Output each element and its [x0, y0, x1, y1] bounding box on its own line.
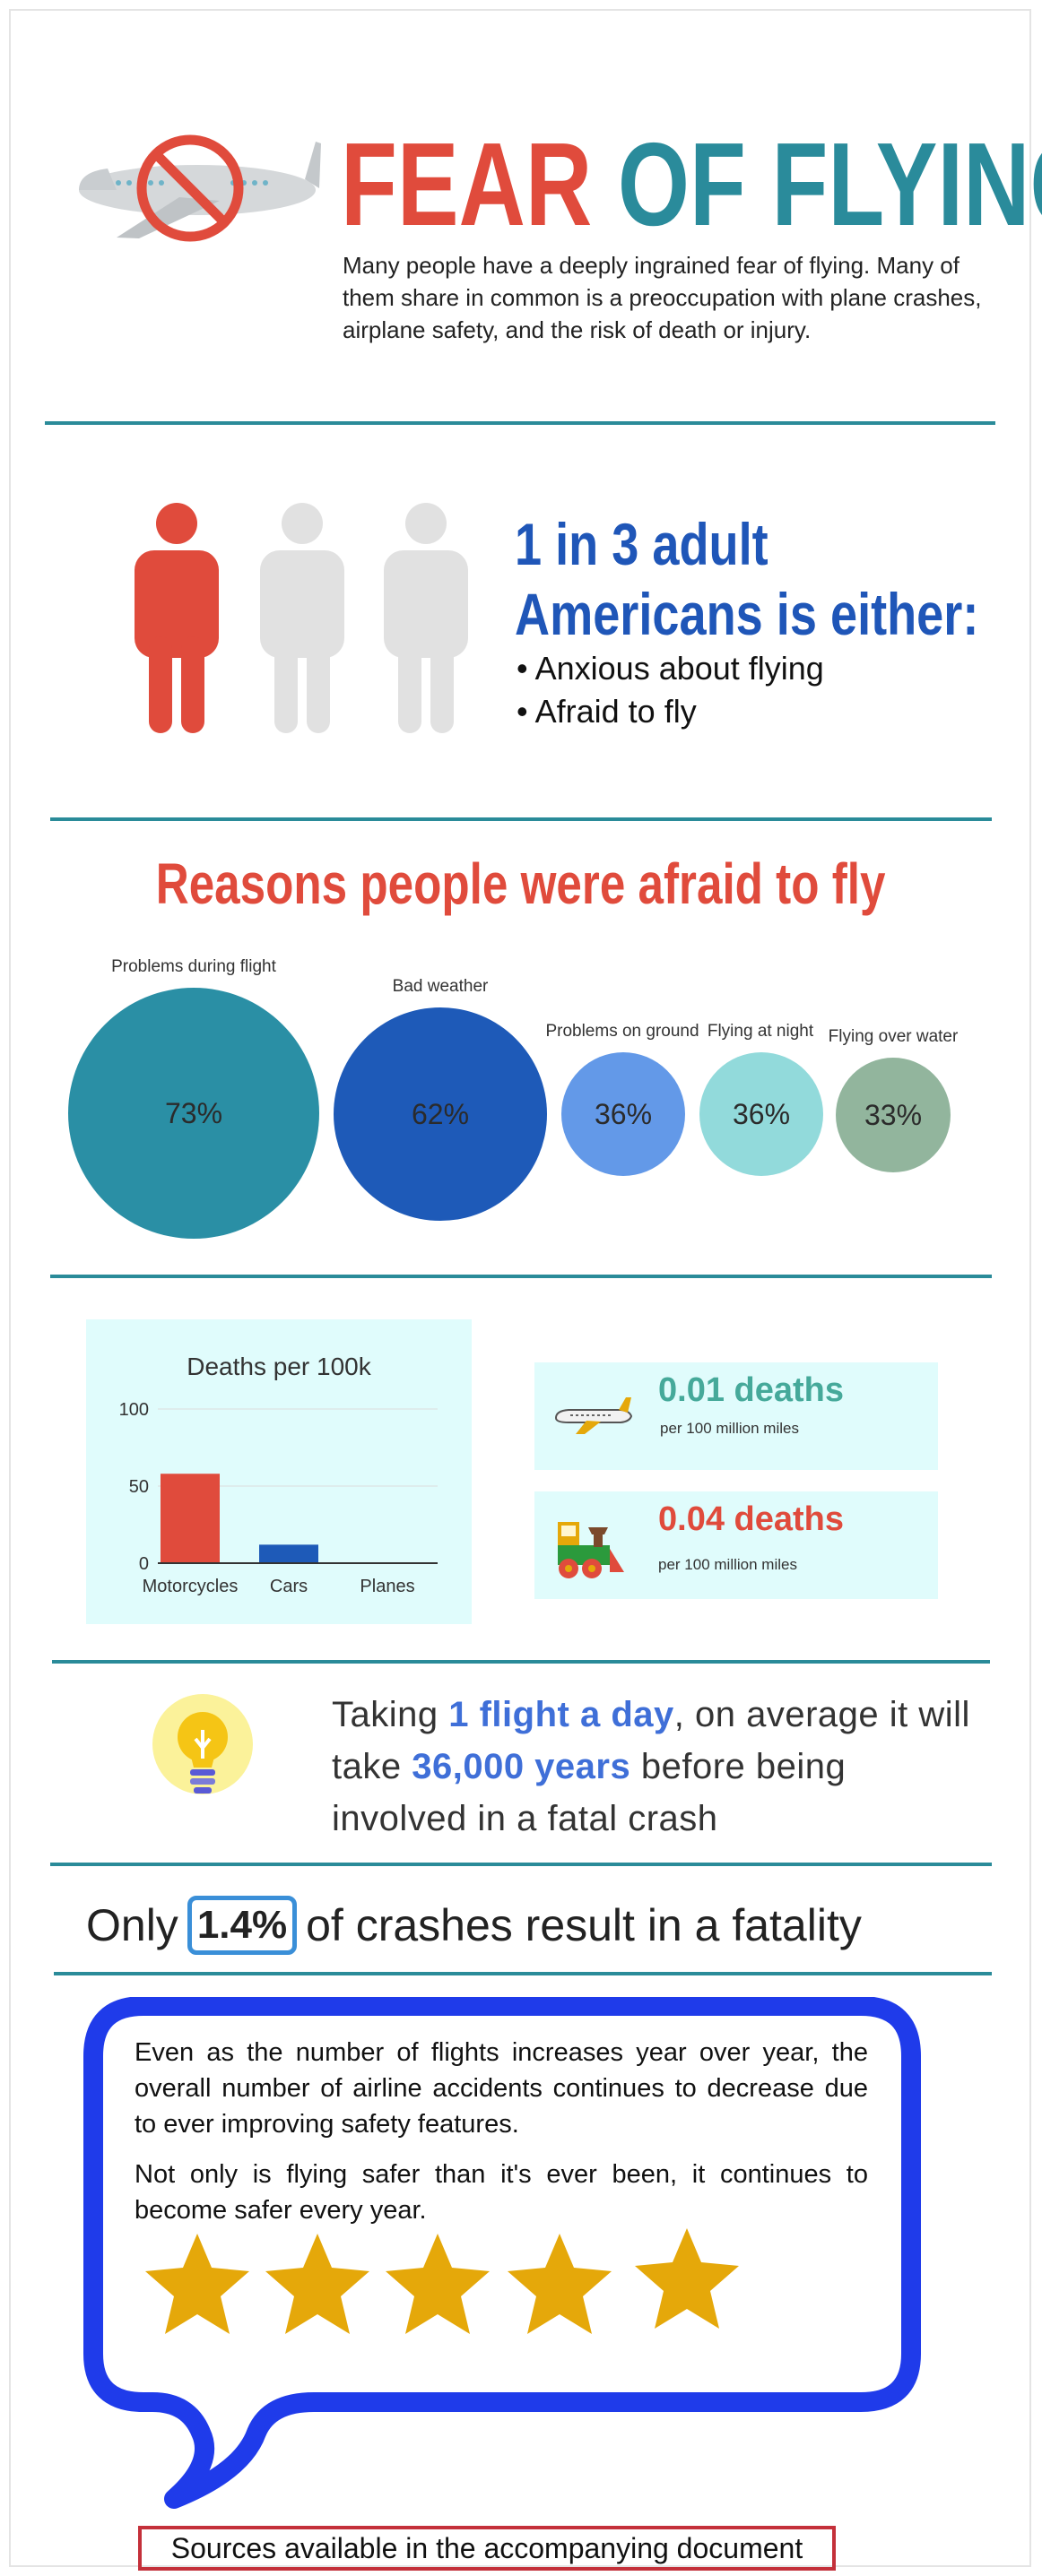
bubble-problems-during-flight: 73%: [68, 988, 319, 1239]
stat-line-2: Americans is either:: [515, 581, 979, 647]
no-airplane-icon: [79, 134, 321, 242]
train-deaths-unit: per 100 million miles: [658, 1556, 797, 1573]
star-icon: [635, 2228, 739, 2329]
flight-fact-highlight-years: 36,000 years: [412, 1747, 631, 1786]
flight-fact-text: Taking 1 flight a day, on average it wil…: [332, 1695, 970, 1838]
title-fear: FEAR: [341, 118, 593, 250]
star-icon: [386, 2234, 490, 2334]
divider-5: [50, 1863, 992, 1866]
y-tick-label: 100: [119, 1400, 149, 1420]
chart-title: Deaths per 100k: [187, 1353, 371, 1380]
plane-deaths-unit: per 100 million miles: [660, 1420, 799, 1437]
sources-note: Sources available in the accompanying do…: [138, 2526, 836, 2571]
bubble-bad-weather: 62%: [334, 1007, 547, 1221]
bar-cars: [259, 1544, 318, 1563]
bubble-label: Flying at night: [707, 1022, 814, 1041]
train-icon: [558, 1522, 624, 1578]
divider-1: [45, 421, 995, 425]
divider-2: [50, 817, 992, 821]
star-icon: [508, 2234, 612, 2334]
people-icons: [135, 503, 468, 733]
bubble-problems-on-ground: 36%: [561, 1052, 685, 1176]
train-deaths-card: 0.04 deaths per 100 million miles: [534, 1491, 938, 1599]
intro-text: Many people have a deeply ingrained fear…: [343, 252, 982, 343]
deaths-bar-chart: Deaths per 100k 0 50 100 Motorcycles Cars Plan…: [119, 1353, 438, 1596]
y-tick-label: 50: [129, 1477, 149, 1497]
star-rating: [145, 2228, 739, 2334]
divider-3: [50, 1275, 992, 1278]
fatality-prefix: Only: [86, 1900, 178, 1950]
deaths-chart-panel: Deaths per 100k 0 50 100 Motorcycles Cars Plan…: [86, 1319, 472, 1624]
divider-4: [52, 1660, 990, 1664]
bullet-afraid: • Afraid to fly: [517, 693, 697, 730]
lightbulb-icon: [152, 1694, 253, 1794]
y-tick-label: 0: [139, 1554, 149, 1574]
bubble-flying-at-night: 36%: [699, 1052, 823, 1176]
speech-bubble: [83, 1997, 921, 2509]
star-icon: [145, 2234, 249, 2334]
title-of-flying: OF FLYING: [617, 118, 1042, 250]
stat-line-1: 1 in 3 adult: [515, 511, 768, 577]
flight-fact-highlight-frequency: 1 flight a day: [448, 1695, 674, 1734]
x-tick-label: Motorcycles: [143, 1577, 239, 1596]
plane-deaths-value: 0.01 deaths: [658, 1371, 844, 1409]
fatality-suffix: of crashes result in a fatality: [306, 1900, 862, 1950]
bubble-label: Flying over water: [828, 1027, 959, 1046]
reasons-title: Reasons people were afraid to fly: [156, 851, 886, 916]
bubble-label: Bad weather: [392, 977, 489, 996]
callout-paragraph-2: Not only is flying safer than it's ever …: [135, 2160, 868, 2225]
bubble-flying-over-water: 33%: [836, 1058, 951, 1172]
person-icon-highlighted: [135, 503, 219, 733]
fatality-percent-badge: 1.4%: [187, 1896, 298, 1955]
person-icon: [384, 503, 468, 733]
plane-deaths-card: 0.01 deaths per 100 million miles: [534, 1362, 938, 1470]
x-tick-label: Cars: [270, 1577, 308, 1596]
callout-paragraph-1: Even as the number of flights increases …: [135, 2038, 868, 2139]
airplane-icon: [554, 1397, 633, 1434]
person-icon: [260, 503, 344, 733]
stat-bullets: • Anxious about flying • Afraid to fly: [517, 647, 824, 733]
x-tick-label: Planes: [360, 1577, 414, 1596]
star-icon: [265, 2234, 369, 2334]
page-frame: [9, 9, 1031, 2567]
train-deaths-value: 0.04 deaths: [658, 1500, 844, 1538]
bubble-label: Problems on ground: [545, 1022, 699, 1041]
divider-6: [54, 1972, 992, 1975]
page-title: FEAR OF FLYING: [341, 125, 1042, 244]
bullet-anxious: • Anxious about flying: [517, 650, 824, 687]
bar-motorcycles: [161, 1474, 220, 1563]
stat-headline: 1 in 3 adult Americans is either:: [515, 509, 979, 649]
fatality-statement: Only 1.4% of crashes result in a fatalit…: [86, 1891, 862, 1959]
bubble-label: Problems during flight: [111, 957, 276, 976]
